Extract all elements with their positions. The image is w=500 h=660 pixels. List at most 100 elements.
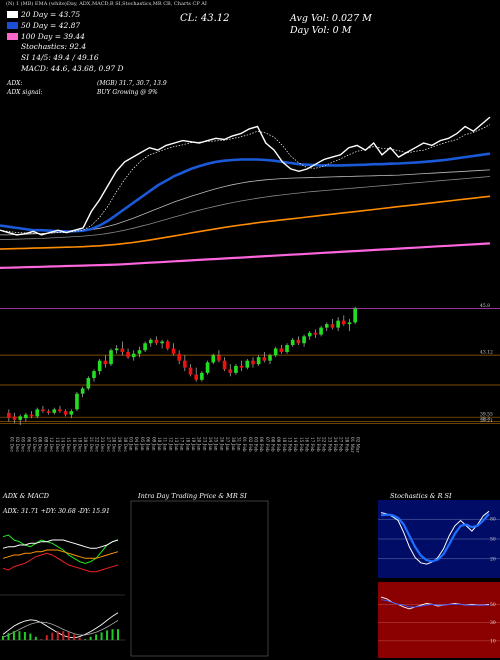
rsi-level-label: 10 — [490, 638, 496, 644]
candle-body — [69, 411, 74, 415]
date-tick-label: 31 Jan — [236, 437, 241, 451]
candle-body — [171, 348, 176, 354]
candle-body — [137, 350, 142, 354]
date-tick-label: 15 Feb — [299, 437, 304, 452]
date-tick-label: 15 Dec — [66, 437, 71, 452]
candle-body — [75, 393, 79, 410]
candle-body — [217, 355, 221, 361]
candle-body — [12, 416, 17, 420]
macd-signal-line — [2, 620, 119, 638]
candle-body — [109, 350, 113, 365]
date-tick-label: 20 Jan — [197, 437, 202, 451]
date-tick-label: 21 Dec — [89, 437, 94, 452]
candle-body — [35, 409, 40, 417]
candle-body — [188, 367, 193, 375]
candle-body — [120, 348, 125, 352]
date-tick-label: 05 Jan — [140, 437, 145, 451]
date-tick-label: 08 Dec — [38, 437, 43, 452]
candle-body — [307, 332, 312, 337]
date-tick-label: 06 Dec — [26, 437, 31, 452]
date-tick-label: 08 Feb — [271, 437, 276, 452]
candle-body — [52, 409, 57, 413]
date-tick-label: 24 Feb — [333, 437, 338, 452]
rsi-level-label: 50 — [490, 602, 496, 608]
chart-header-title: (N) 1 (MB) EMA (white)Day, ADX,MACD,B SI… — [6, 1, 207, 7]
intraday-frame — [130, 500, 269, 657]
date-tick-label: 11 Jan — [163, 437, 168, 451]
candle-body — [336, 320, 340, 328]
candle-body — [239, 365, 244, 368]
date-tick-label: 27 Jan — [225, 437, 230, 451]
date-tick-label: 12 Dec — [49, 437, 54, 452]
candle-body — [290, 339, 295, 346]
date-tick-label: 17 Feb — [310, 437, 315, 452]
candle-body — [18, 416, 23, 420]
date-tick-label: 27 Dec — [106, 437, 111, 452]
avg-volume: Avg Vol: 0.027 M — [290, 13, 372, 24]
adx-summary: ADX: (MGB) 31.7, 30.7, 13.9 ADX signal: BU… — [7, 79, 167, 97]
candle-body — [330, 324, 335, 328]
date-tick-label: 17 Jan — [180, 437, 185, 451]
candle-body — [114, 348, 119, 351]
candle-body — [148, 339, 153, 344]
candle-body — [222, 360, 227, 370]
intraday-panel — [130, 500, 269, 657]
date-tick-label: 25 Jan — [214, 437, 219, 451]
price-level-label: 39.21 — [480, 418, 493, 424]
date-tick-label: 13 Dec — [55, 437, 60, 452]
date-tick-label: 13 Feb — [288, 437, 293, 452]
series-line-price — [0, 116, 491, 236]
date-tick-label: 05 Dec — [21, 437, 26, 452]
date-tick-label: 04 Jan — [134, 437, 139, 451]
candle-body — [353, 308, 357, 323]
candle-body — [245, 360, 250, 368]
date-tick-label: 19 Jan — [191, 437, 196, 451]
adx-signal-label: ADX signal: — [7, 89, 43, 96]
date-tick-label: 09 Dec — [43, 437, 48, 452]
date-tick-label: 02 Feb — [248, 437, 253, 452]
date-tick-label: 06 Jan — [146, 437, 151, 451]
date-tick-label: 07 Dec — [32, 437, 37, 452]
candle-body — [234, 365, 238, 373]
candle-body — [319, 327, 323, 335]
date-tick-label: 01 Dec — [9, 437, 14, 452]
date-tick-label: 14 Feb — [293, 437, 298, 452]
day-volume: Day Vol: 0 M — [290, 25, 352, 36]
stoch-level-label: 20 — [490, 556, 496, 562]
date-tick-label: 22 Feb — [322, 437, 327, 452]
candle-body — [92, 371, 96, 379]
rsi-bg — [378, 582, 500, 658]
candle-body — [80, 388, 85, 394]
date-tick-label: 01 Feb — [242, 437, 247, 452]
date-tick-label: 03 Jan — [129, 437, 134, 451]
date-tick-label: 02 Mar — [356, 437, 361, 452]
candle-body — [273, 348, 278, 356]
adx-label: ADX: — [7, 80, 23, 87]
intraday-title: Intra Day Trading Price & MR SI — [138, 492, 247, 500]
swatch-blue-icon — [7, 21, 18, 29]
adx-line-signal — [2, 549, 119, 559]
candle-body — [313, 332, 318, 335]
candle-body — [143, 343, 147, 351]
adx-line-dy — [2, 552, 119, 573]
candle-body — [194, 374, 199, 380]
legend-row-20day: 20 Day = 43.75 — [7, 10, 124, 21]
candle-body — [154, 339, 159, 344]
candle-body — [296, 339, 301, 344]
candle-body — [347, 322, 352, 325]
candle-body — [256, 357, 261, 365]
date-tick-label: 03 Feb — [253, 437, 258, 452]
legend-row-stochastics: Stochastics: 92.4 — [21, 42, 87, 52]
date-tick-label: 07 Feb — [265, 437, 270, 452]
candle-body — [324, 324, 329, 328]
date-tick-label: 10 Feb — [282, 437, 287, 452]
candle-body — [97, 360, 102, 372]
date-tick-label: 23 Dec — [100, 437, 105, 452]
rsi-line-rsi-avg — [380, 599, 489, 608]
candle-body — [7, 412, 11, 419]
candle-body — [24, 414, 28, 419]
date-tick-label: 24 Jan — [208, 437, 213, 451]
adx-macd-panel: ADX: 31.71 +DY: 30.68 -DY: 15.91 — [0, 500, 125, 660]
stoch-level-label: 50 — [490, 537, 496, 543]
candle-body — [131, 353, 136, 358]
